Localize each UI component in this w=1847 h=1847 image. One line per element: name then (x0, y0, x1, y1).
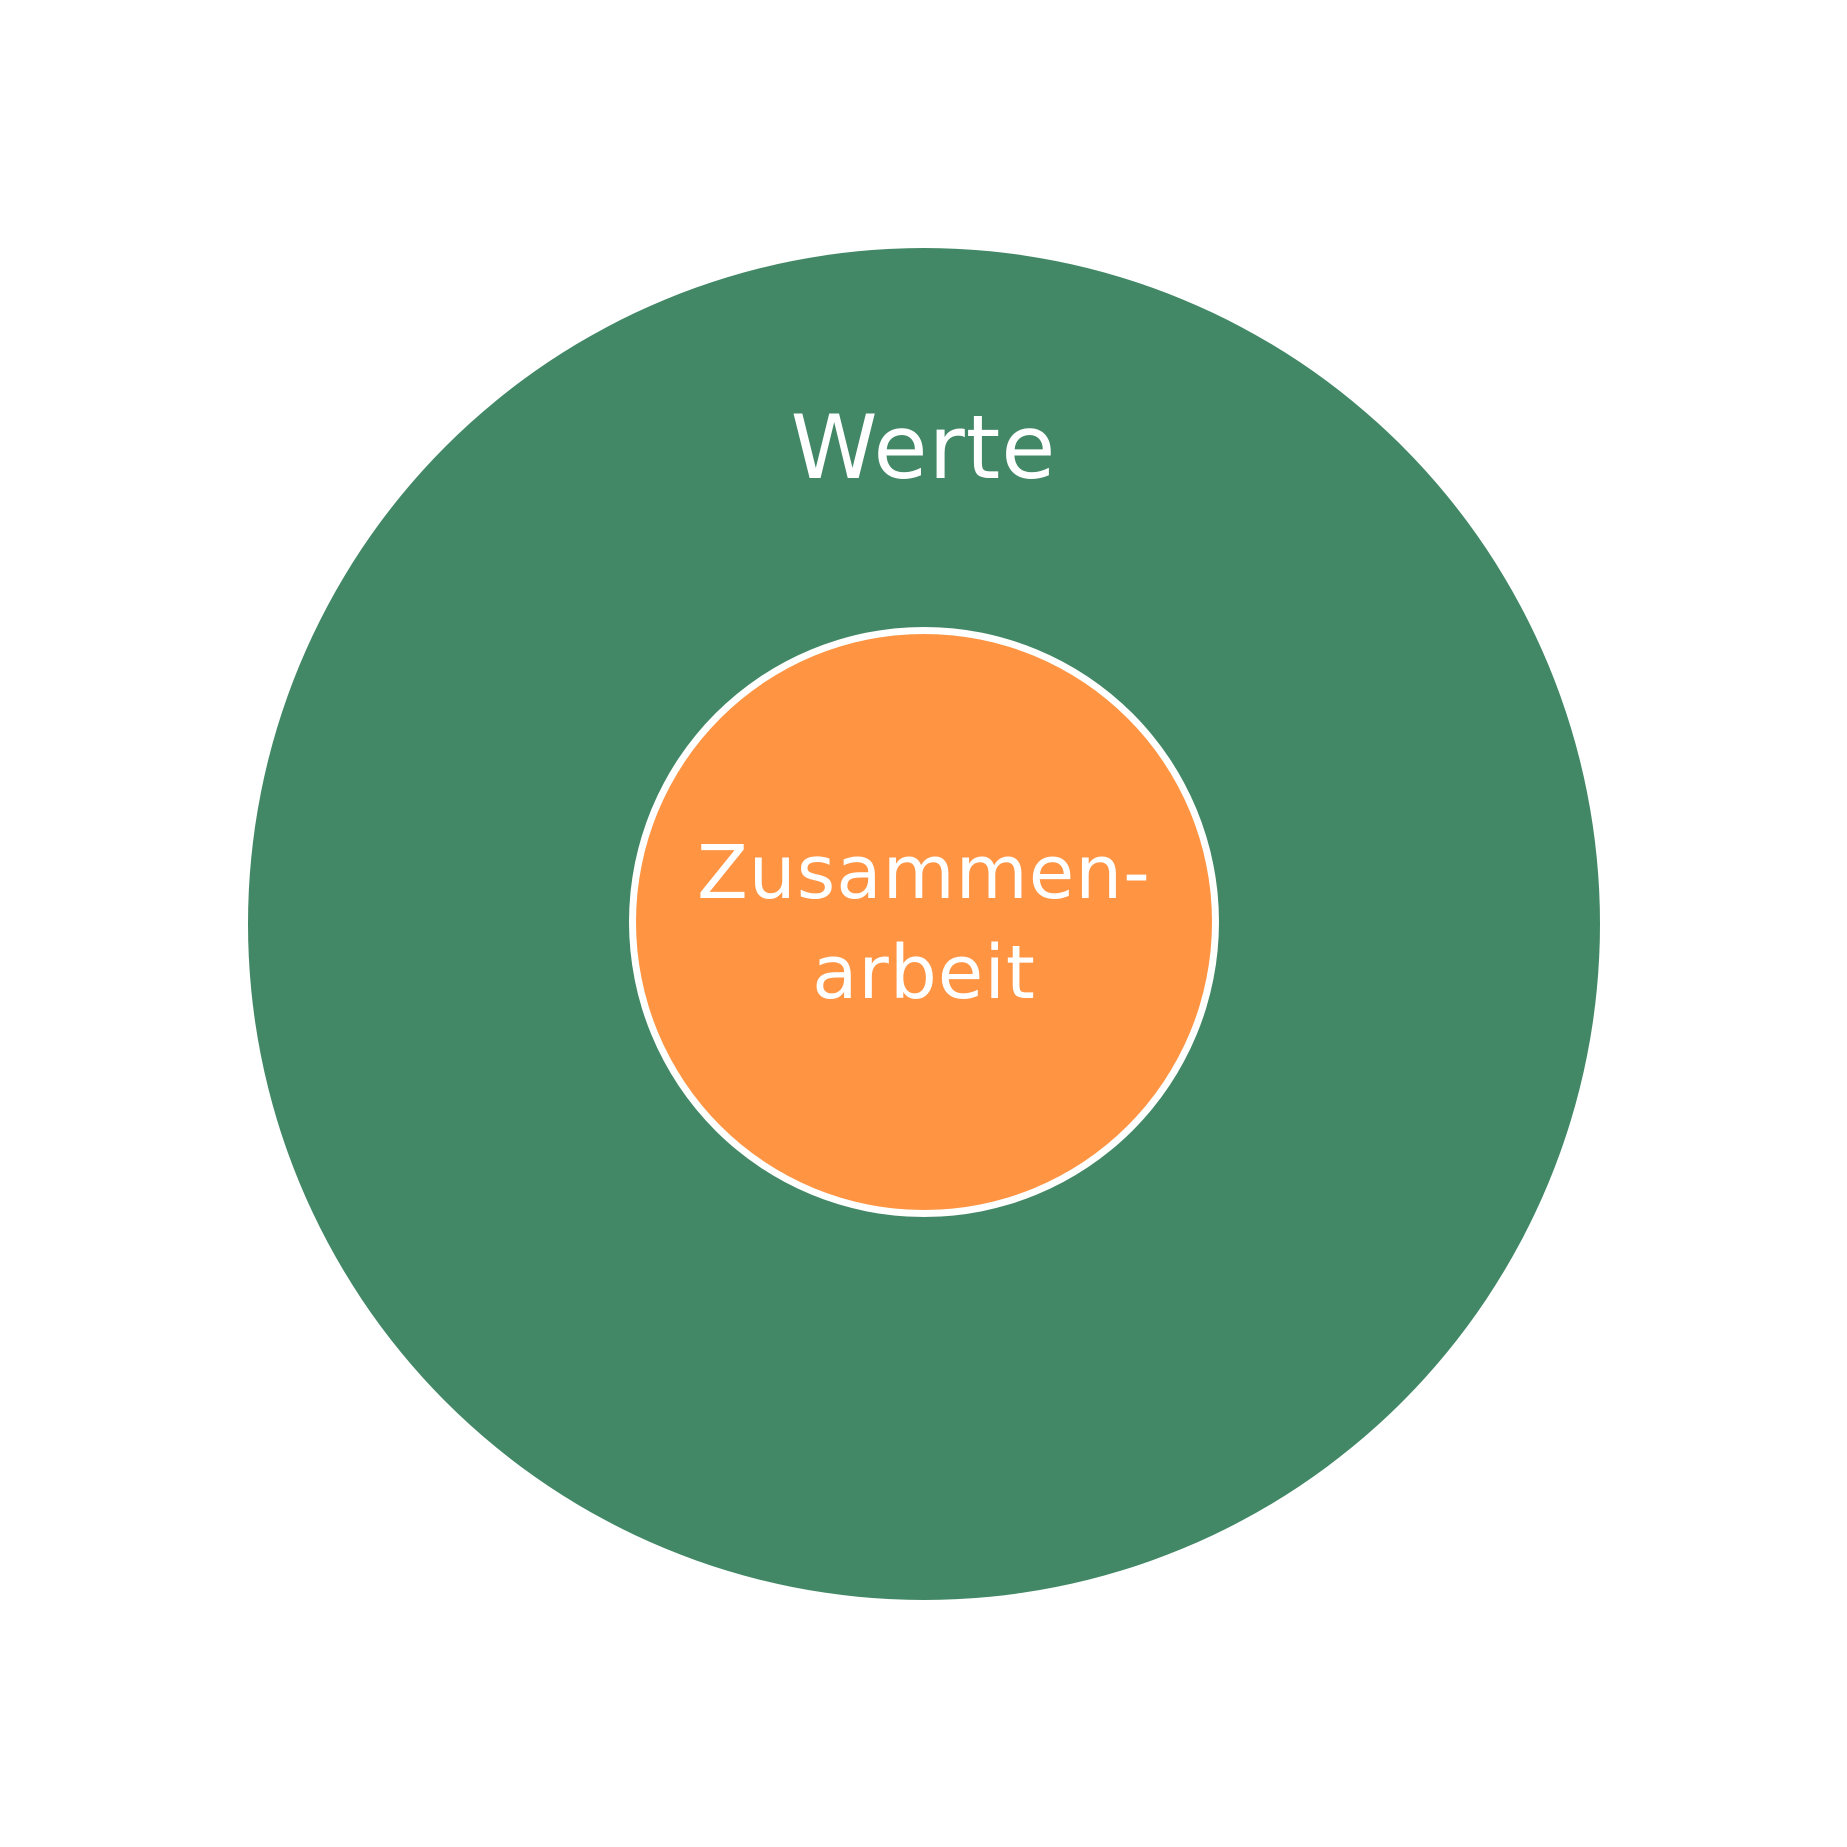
inner-circle-label: Zusammen- arbeit (629, 823, 1219, 1023)
inner-circle: Zusammen- arbeit (629, 627, 1219, 1217)
inner-circle-fill (636, 634, 1212, 1210)
inner-label-line-1: Zusammen- (697, 830, 1151, 916)
outer-circle-label: Werte (790, 396, 1057, 499)
inner-label-line-2: arbeit (812, 930, 1036, 1016)
